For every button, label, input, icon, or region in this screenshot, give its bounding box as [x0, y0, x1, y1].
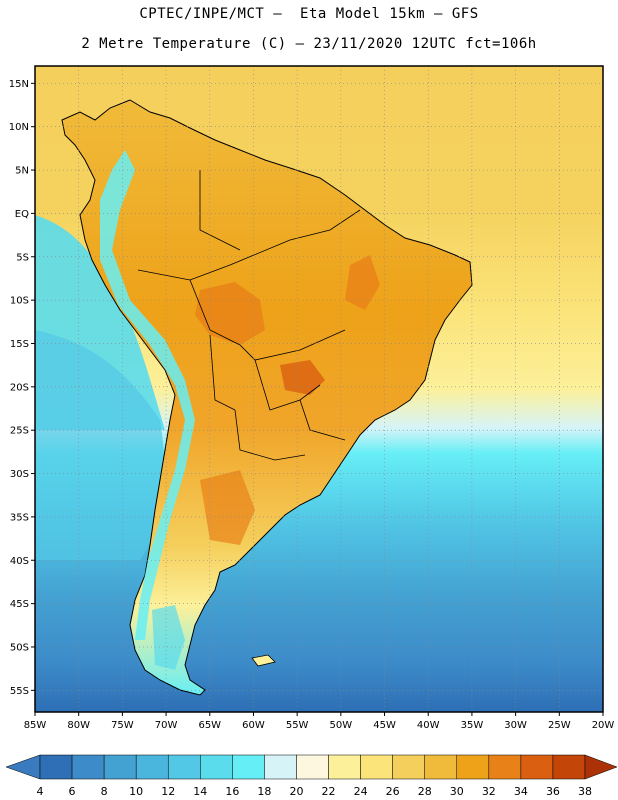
colorbar-swatch: [200, 754, 233, 780]
lon-tick-label: 20W: [592, 720, 615, 731]
colorbar-label: 28: [418, 785, 432, 798]
map-frame: [34, 65, 604, 713]
patagonia-cold: [152, 605, 185, 670]
colorbar-swatch: [520, 754, 554, 780]
colorbar-swatch: [103, 754, 137, 780]
colorbar: 4 6 8 10 12 14 16 18 20 22 24 26 28 30 32 34 36 38: [5, 754, 618, 798]
colorbar-label: 16: [225, 785, 239, 798]
colorbar-swatch: [264, 754, 297, 780]
colorbar-swatch: [232, 754, 265, 780]
lon-tick-label: 40W: [417, 720, 440, 731]
colorbar-label: 38: [578, 785, 592, 798]
hot-region-south: [200, 470, 255, 545]
colorbar-swatch: [424, 754, 458, 780]
colorbar-swatch: [39, 754, 73, 780]
lat-tick-label: 20S: [10, 382, 29, 393]
andes-cold-strip: [100, 150, 195, 640]
colorbar-label: 24: [354, 785, 368, 798]
colorbar-swatch: [488, 754, 522, 780]
lat-tick-label: EQ: [15, 209, 29, 220]
colorbar-label: 22: [322, 785, 336, 798]
lat-tick-label: 55S: [10, 686, 29, 697]
colorbar-swatch: [135, 754, 169, 780]
colorbar-swatch: [296, 754, 329, 780]
lat-tick-label: 50S: [10, 642, 29, 653]
longitude-axis: 85W 80W 75W 70W 65W 60W 55W 50W 45W 40W 35W 30W 25W 2…: [24, 712, 615, 731]
map-area: [35, 66, 603, 712]
lat-tick-label: 30S: [10, 469, 29, 480]
lat-tick-label: 35S: [10, 512, 29, 523]
lat-tick-label: 25S: [10, 426, 29, 437]
colorbar-label: 30: [450, 785, 464, 798]
lon-tick-label: 50W: [330, 720, 353, 731]
colorbar-swatch: [392, 754, 425, 780]
colorbar-label: 32: [482, 785, 496, 798]
latitude-axis: 15N 10N 5N EQ 5S 10S 15S 20S 25S 30S 35S 40S 45S 50S 5…: [9, 79, 35, 697]
south-america-land: [61, 99, 473, 696]
lon-tick-label: 75W: [111, 720, 134, 731]
lat-tick-label: 10N: [9, 122, 29, 133]
lat-tick-label: 10S: [10, 296, 29, 307]
colorbar-arrow-right: [584, 754, 618, 780]
colorbar-label: 10: [129, 785, 143, 798]
colorbar-swatch: [552, 754, 586, 780]
colorbar-label: 20: [289, 785, 303, 798]
lon-tick-label: 35W: [461, 720, 484, 731]
colorbar-label: 8: [101, 785, 108, 798]
lat-tick-label: 5N: [15, 166, 29, 177]
hot-region-center: [280, 360, 325, 395]
colorbar-label: 12: [161, 785, 175, 798]
colorbar-swatch: [167, 754, 201, 780]
map-title: CPTEC/INPE/MCT – Eta Model 15km – GFS: [139, 6, 479, 22]
colorbar-label: 36: [546, 785, 560, 798]
lon-tick-label: 85W: [24, 720, 47, 731]
lon-tick-label: 65W: [198, 720, 221, 731]
colorbar-swatch: [328, 754, 361, 780]
colorbar-swatch: [71, 754, 105, 780]
colorbar-swatch: [360, 754, 393, 780]
hot-region-north: [195, 282, 265, 345]
map-subtitle: 2 Metre Temperature (C) – 23/11/2020 12U…: [81, 36, 537, 52]
lat-lon-grid: [35, 66, 603, 712]
colorbar-label: 4: [37, 785, 44, 798]
lat-tick-label: 40S: [10, 556, 29, 567]
country-borders: [137, 170, 361, 461]
lon-tick-label: 30W: [504, 720, 527, 731]
lon-tick-label: 25W: [548, 720, 571, 731]
lon-tick-label: 80W: [67, 720, 90, 731]
lat-tick-label: 45S: [10, 599, 29, 610]
lat-tick-label: 15N: [9, 79, 29, 90]
falkland-islands: [251, 654, 276, 667]
lat-tick-label: 5S: [16, 252, 29, 263]
lon-tick-label: 60W: [242, 720, 265, 731]
lon-tick-label: 55W: [286, 720, 309, 731]
colorbar-swatch: [456, 754, 490, 780]
colorbar-label: 14: [193, 785, 207, 798]
lat-tick-label: 15S: [10, 339, 29, 350]
colorbar-arrow-left: [5, 754, 41, 780]
colorbar-label: 34: [514, 785, 528, 798]
lon-tick-label: 45W: [373, 720, 396, 731]
hot-region-east: [345, 255, 380, 310]
colorbar-label: 26: [386, 785, 400, 798]
pacific-cool-band: [35, 330, 164, 560]
colorbar-label: 6: [69, 785, 76, 798]
colorbar-label: 18: [257, 785, 271, 798]
lon-tick-label: 70W: [155, 720, 178, 731]
